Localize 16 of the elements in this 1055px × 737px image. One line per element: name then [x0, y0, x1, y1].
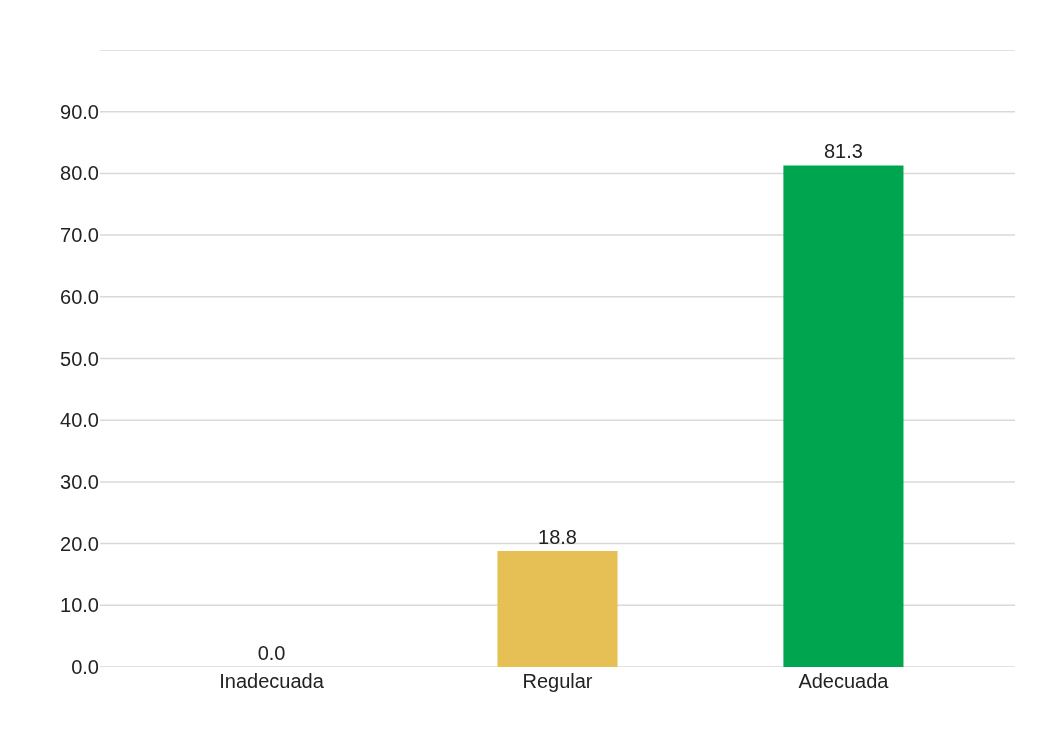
y-tick-label: 90.0 [60, 100, 99, 123]
y-tick-label: 60.0 [60, 285, 99, 308]
y-tick-label: 50.0 [60, 347, 99, 370]
y-tick-label: 80.0 [60, 162, 99, 185]
data-label: 18.8 [538, 526, 577, 548]
y-tick-label: 0.0 [71, 656, 99, 678]
x-tick-label: Inadecuada [219, 670, 325, 692]
x-tick-label: Regular [522, 670, 593, 692]
y-tick-label: 70.0 [60, 224, 99, 247]
data-label: 0.0 [257, 642, 286, 664]
y-tick-label: 20.0 [60, 532, 99, 555]
x-tick-label: Adecuada [798, 670, 890, 692]
data-label: 81.3 [823, 140, 863, 163]
y-tick-label: 40.0 [60, 409, 99, 432]
y-tick-label: 30.0 [60, 470, 99, 493]
y-tick-label: 10.0 [60, 594, 99, 617]
